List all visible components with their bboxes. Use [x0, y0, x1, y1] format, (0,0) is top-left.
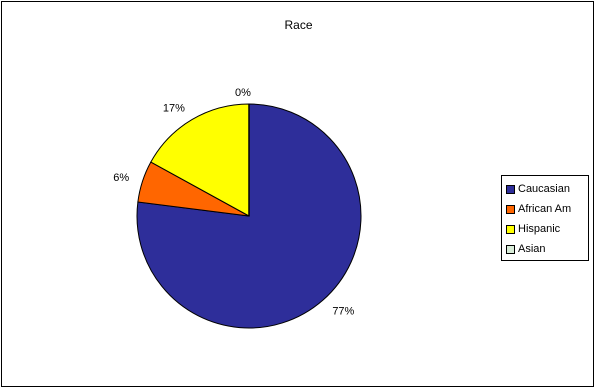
legend-item-asian: Asian [506, 239, 584, 259]
legend-swatch [506, 225, 515, 234]
legend: Caucasian African Am Hispanic Asian [501, 175, 589, 261]
data-label-hispanic: 17% [163, 103, 185, 115]
data-label-caucasian: 77% [332, 306, 354, 318]
legend-label: Hispanic [518, 223, 560, 235]
legend-swatch [506, 245, 515, 254]
legend-label: Caucasian [518, 183, 570, 195]
legend-label: Asian [518, 243, 546, 255]
legend-item-african-am: African Am [506, 199, 584, 219]
legend-label: African Am [518, 203, 571, 215]
legend-swatch [506, 185, 515, 194]
legend-item-hispanic: Hispanic [506, 219, 584, 239]
data-label-asian: 0% [235, 87, 251, 99]
legend-swatch [506, 205, 515, 214]
legend-item-caucasian: Caucasian [506, 179, 584, 199]
data-label-african-am: 6% [113, 172, 129, 184]
